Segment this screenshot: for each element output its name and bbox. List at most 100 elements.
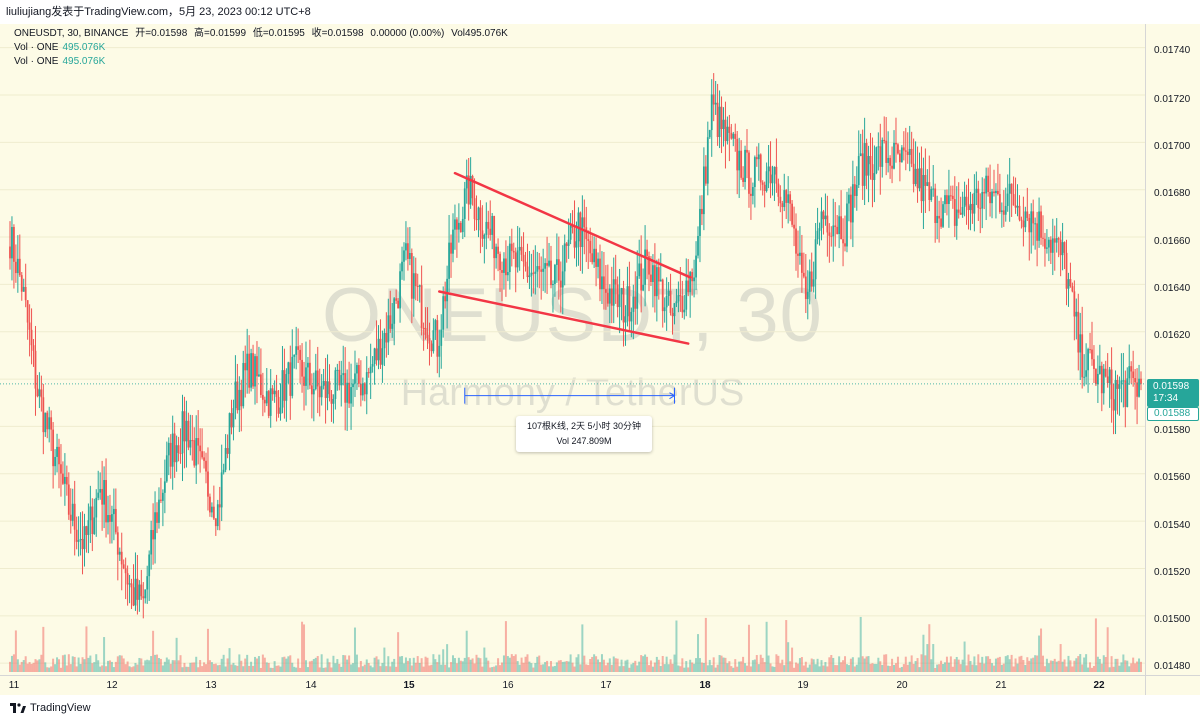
volume-bar [504, 621, 507, 672]
volume-bar [287, 656, 290, 672]
volume-bar [1055, 661, 1058, 672]
volume-bar [148, 660, 151, 672]
candle-body [712, 94, 715, 105]
candle-body [358, 365, 360, 384]
candle-body [838, 216, 841, 235]
candle-body [293, 354, 296, 357]
candle-body [585, 227, 588, 240]
candle-body [581, 217, 584, 248]
candle-body [991, 191, 993, 204]
volume-bar [1053, 658, 1056, 672]
candle-body [650, 274, 652, 282]
volume-bar [352, 663, 355, 672]
candle-body [287, 362, 290, 375]
volume-bar [83, 659, 86, 672]
volume-bar [146, 659, 149, 672]
candle-body [675, 301, 678, 304]
candle-body [532, 272, 535, 274]
candle-body [722, 119, 725, 130]
volume-bar [397, 632, 400, 672]
volume-bar [522, 662, 525, 672]
legend-low: 低=0.01595 [252, 28, 305, 39]
candle-body [1030, 211, 1033, 233]
candle-body [1026, 211, 1029, 218]
volume-bar [436, 662, 439, 672]
candle-body [395, 298, 398, 301]
candle-body [369, 366, 372, 374]
volume-bar [828, 657, 831, 672]
time-axis[interactable]: 11 12 13 14 15 16 17 18 19 20 21 22 [0, 675, 1145, 695]
candle-body [1140, 378, 1142, 384]
volume-bar [1059, 644, 1062, 672]
volume-bar [889, 666, 892, 672]
candle-body [307, 362, 309, 368]
candle-body [297, 346, 300, 350]
volume-bar [63, 654, 66, 672]
volume-bar [220, 658, 223, 672]
candle-body [979, 207, 982, 209]
volume-bar [804, 661, 807, 672]
candle-body [456, 219, 458, 230]
volume-bar [885, 654, 888, 672]
candle-body [1071, 286, 1074, 292]
volume-bar [383, 647, 386, 672]
volume-bar [524, 656, 527, 672]
volume-legend[interactable]: Vol · ONE 495.076K [14, 55, 105, 69]
volume-bar [252, 665, 255, 672]
volume-bar [489, 667, 492, 672]
candle-body [820, 211, 823, 229]
candle-body [554, 264, 556, 284]
volume-bar [600, 654, 603, 672]
volume-bar [281, 657, 284, 672]
legend-symbol[interactable]: ONEUSDT, 30, BINANCE [14, 28, 129, 39]
volume-bar [1032, 657, 1035, 672]
price-tick-label: 0.01700 [1154, 141, 1191, 152]
volume-bar [1012, 666, 1015, 672]
candle-body [1034, 223, 1037, 225]
volume-bar [806, 667, 809, 672]
candle-body [385, 332, 388, 343]
volume-bar [446, 644, 449, 672]
tradingview-brand[interactable]: TradingView [10, 702, 91, 714]
volume-bar [301, 621, 304, 672]
volume-bar [926, 644, 929, 672]
candle-body [742, 177, 744, 183]
volume-bar [577, 654, 580, 672]
candle-body [93, 517, 96, 535]
volume-legend[interactable]: Vol · ONE 495.076K [14, 41, 105, 55]
candle-body [79, 538, 82, 541]
price-axis[interactable]: 0.01740 0.01720 0.01700 0.01680 0.01660 … [1145, 24, 1200, 675]
volume-bar [1102, 655, 1105, 672]
candle-body [185, 420, 188, 442]
volume-bar [679, 666, 682, 672]
volume-bar [467, 657, 470, 672]
volume-bar [561, 661, 564, 672]
candle-body [105, 480, 107, 523]
volume-bar [532, 667, 535, 672]
candle-body [669, 290, 672, 313]
volume-bar [1045, 658, 1048, 672]
candle-body [951, 195, 954, 200]
volume-bar [234, 665, 237, 672]
candle-body [277, 396, 280, 414]
candle-body [734, 133, 737, 139]
time-tick-label: 15 [403, 680, 415, 691]
candle-body [326, 381, 329, 398]
candle-body [1073, 291, 1076, 317]
volume-bar [971, 664, 974, 672]
volume-bar [579, 664, 582, 672]
candlestick-chart[interactable] [0, 24, 1145, 675]
candle-body [557, 259, 560, 281]
volume-bar [975, 665, 978, 672]
candle-body [408, 253, 411, 259]
volume-bar [473, 663, 476, 672]
candle-body [918, 168, 921, 189]
volume-bar [1040, 628, 1043, 672]
volume-bar [95, 654, 98, 672]
candle-body [222, 469, 225, 473]
volume-bar [620, 659, 623, 672]
volume-bar [551, 666, 554, 672]
chart-pane[interactable]: ONEUSDT, 30 Harmony / TetherUS ONEUSDT, … [0, 24, 1145, 675]
candle-body [465, 175, 468, 189]
volume-bar [1067, 655, 1070, 672]
